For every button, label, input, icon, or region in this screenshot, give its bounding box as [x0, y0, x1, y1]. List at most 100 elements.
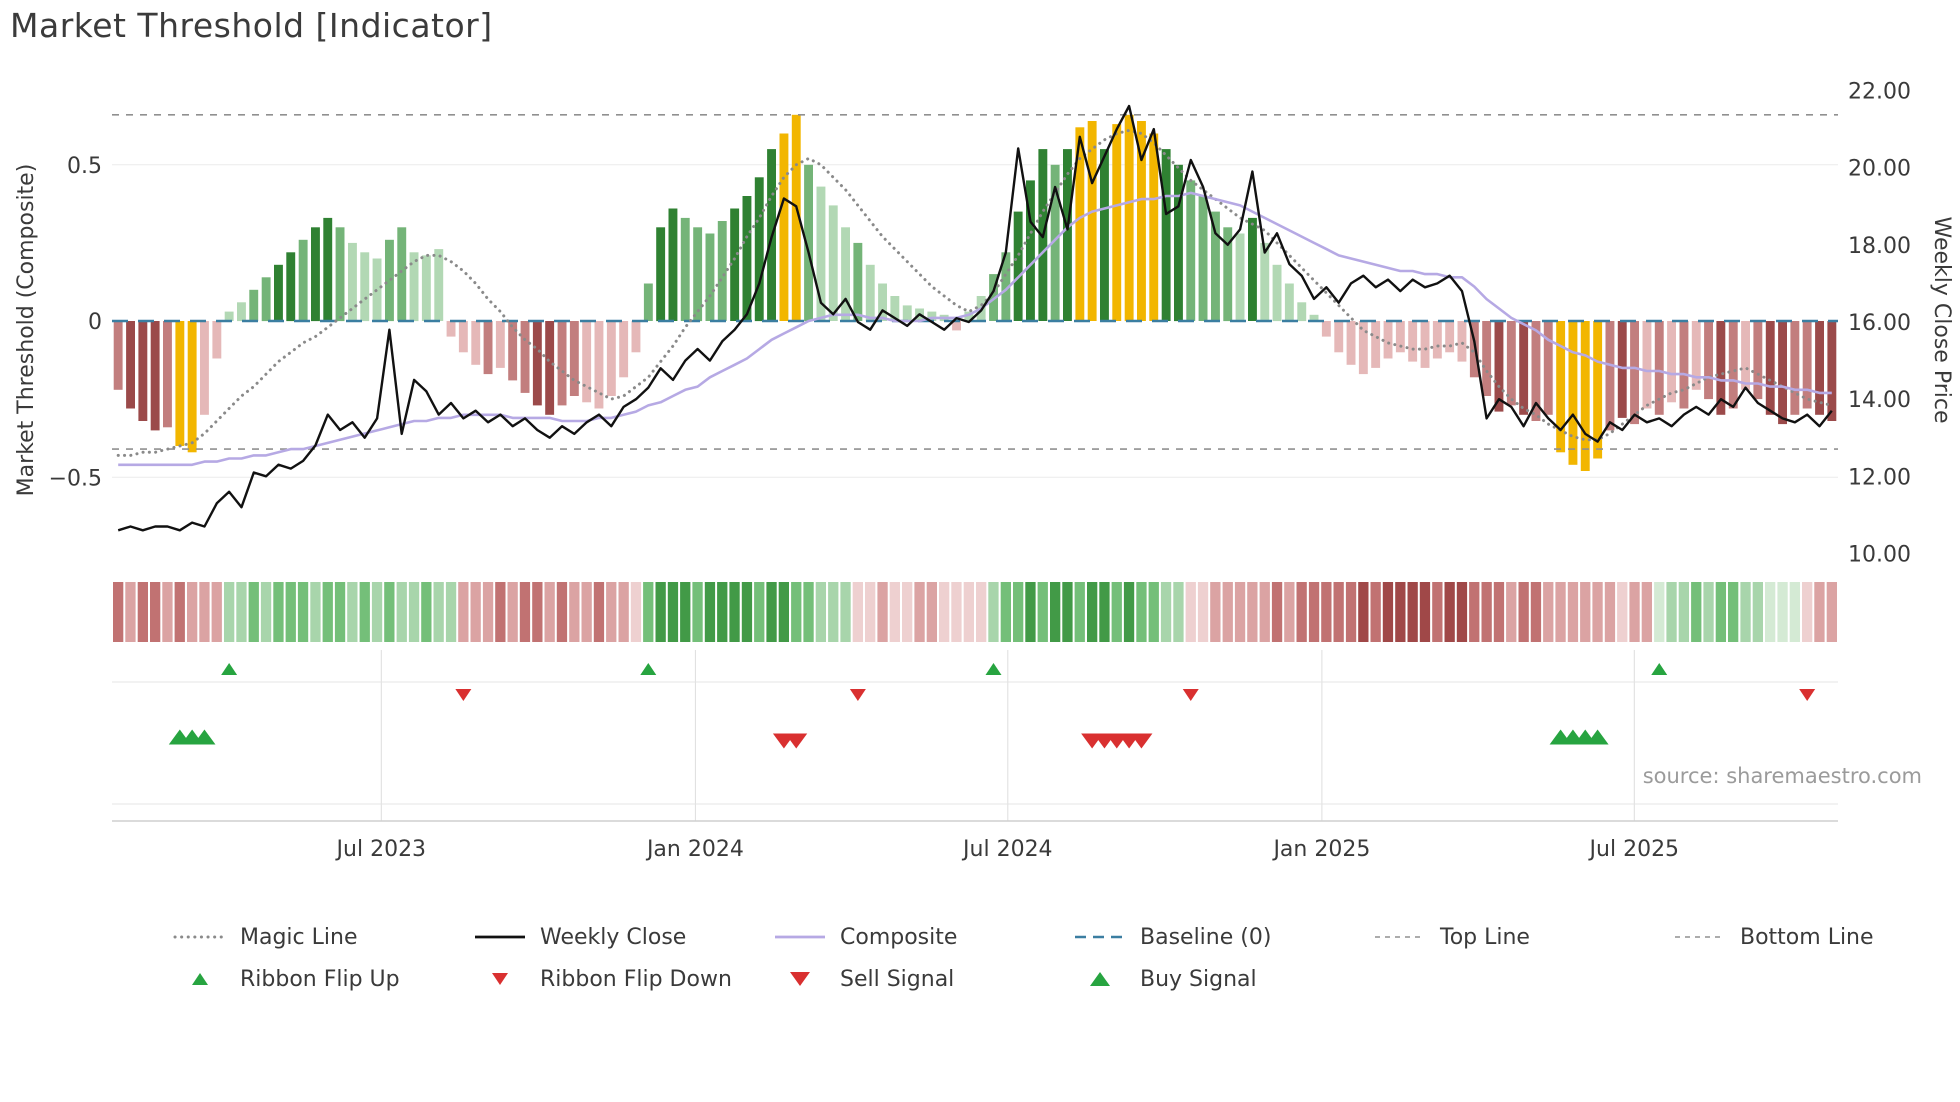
bottom-line-swatch	[1675, 936, 1725, 938]
ribbon-cell	[1136, 582, 1147, 642]
legend-row-2: Ribbon Flip Up Ribbon Flip Down Sell Signa…	[172, 958, 1960, 1000]
ribbon-cell	[766, 582, 777, 642]
composite-bar	[1827, 321, 1837, 421]
composite-bar	[323, 217, 333, 321]
composite-bar	[1383, 321, 1393, 359]
composite-bar	[212, 321, 222, 359]
ribbon-cell	[125, 582, 136, 642]
composite-bar	[1001, 252, 1011, 322]
composite-bar	[804, 164, 813, 322]
composite-bar	[1371, 321, 1381, 368]
ribbon-cell	[1617, 582, 1628, 642]
composite-bar	[126, 321, 135, 409]
ribbon-flip-up-icon	[192, 973, 208, 985]
composite-bar	[385, 239, 394, 322]
reference-lines	[112, 114, 1838, 450]
ribbon-cell	[1407, 582, 1418, 642]
composite-bar	[1667, 321, 1676, 403]
composite-bar	[1211, 211, 1220, 321]
composite-bar	[717, 221, 727, 321]
ribbon-cell	[1382, 582, 1394, 642]
composite-bar	[1691, 321, 1701, 390]
composite-bar	[1445, 321, 1455, 353]
legend-item-sell-signal: Sell Signal	[772, 966, 1072, 992]
ribbon-cell	[803, 582, 814, 642]
composite-bar	[1654, 321, 1664, 415]
composite-bar	[853, 242, 863, 321]
ribbon-cell	[113, 582, 124, 642]
composite-bar	[619, 321, 629, 378]
ribbon-cell	[1259, 582, 1270, 642]
ribbon-cell	[1111, 582, 1122, 642]
ribbon-cell	[1087, 582, 1098, 642]
composite-bar	[841, 227, 850, 322]
buy-signal-marker	[193, 729, 216, 745]
ribbon-cell	[1691, 582, 1702, 642]
ribbon-cell	[791, 582, 802, 642]
composite-bar	[1334, 321, 1344, 353]
ribbon-cell	[1765, 582, 1776, 642]
ribbon-cell	[1752, 582, 1763, 642]
composite-bar	[249, 289, 259, 322]
ribbon-cell	[741, 582, 753, 642]
ribbon-cell	[729, 582, 740, 642]
ribbon-cell	[1222, 582, 1233, 642]
composite-bar	[1593, 321, 1603, 459]
buy-signal-marker	[1586, 729, 1609, 745]
composite-bar	[816, 186, 826, 321]
composite-bar	[791, 114, 801, 322]
baseline-swatch	[1075, 935, 1125, 939]
ribbon-cell	[643, 582, 654, 642]
composite-bar	[224, 311, 234, 321]
ribbon-cell	[717, 582, 728, 642]
top-line-swatch	[1375, 936, 1425, 938]
composite-bar	[1223, 227, 1233, 322]
composite-bar	[1161, 149, 1171, 321]
composite-bar	[1272, 264, 1282, 322]
composite-bar	[298, 239, 308, 322]
plot-gridlines	[112, 164, 1838, 478]
ribbon-cell	[1358, 582, 1369, 642]
composite-bar	[890, 296, 900, 321]
ribbon-cell	[1777, 582, 1788, 642]
legend-label-baseline: Baseline (0)	[1140, 924, 1272, 950]
ribbon-cell	[902, 582, 913, 642]
ribbon-cell	[1000, 582, 1011, 642]
ribbon-cell	[1345, 582, 1357, 642]
composite-bar	[1642, 321, 1652, 409]
ribbon-cell	[1370, 582, 1381, 642]
ribbon-cell	[1197, 582, 1209, 642]
composite-bar	[1531, 321, 1541, 421]
right-tick-label: 12.00	[1848, 465, 1911, 490]
ribbon-flip-down-marker	[455, 689, 472, 701]
ribbon-cell	[1456, 582, 1468, 642]
ribbon-cell	[1555, 582, 1566, 642]
left-tick-label: 0.5	[67, 154, 102, 179]
ribbon-cell	[581, 582, 592, 642]
composite-bar	[779, 133, 789, 321]
ribbon-cell	[1123, 582, 1135, 642]
ribbon-cell	[150, 582, 161, 642]
composite-bar	[705, 233, 715, 321]
legend-label-bottom-line: Bottom Line	[1740, 924, 1874, 950]
ribbon-cell	[1099, 582, 1110, 642]
composite-bar	[520, 321, 530, 393]
right-tick-label: 14.00	[1848, 388, 1911, 413]
ribbon-cell	[939, 582, 950, 642]
ribbon-cell	[630, 582, 642, 642]
ribbon-cell	[1062, 582, 1073, 642]
composite-bar	[680, 217, 690, 321]
ribbon-cell	[1296, 582, 1307, 642]
composite-bar	[952, 321, 961, 331]
composite-bar	[446, 321, 456, 337]
composite-bar	[606, 321, 616, 396]
x-tick-label: Jul 2024	[961, 837, 1053, 862]
composite-bar	[1075, 127, 1085, 322]
legend-item-weekly-close: Weekly Close	[472, 924, 772, 950]
composite-bar	[1408, 321, 1418, 362]
composite-bar	[150, 321, 160, 431]
legend-label-ribbon-flip-up: Ribbon Flip Up	[240, 966, 400, 992]
ribbon-cell	[1641, 582, 1652, 642]
composite-bar	[582, 321, 592, 403]
composite-bar	[668, 208, 678, 321]
